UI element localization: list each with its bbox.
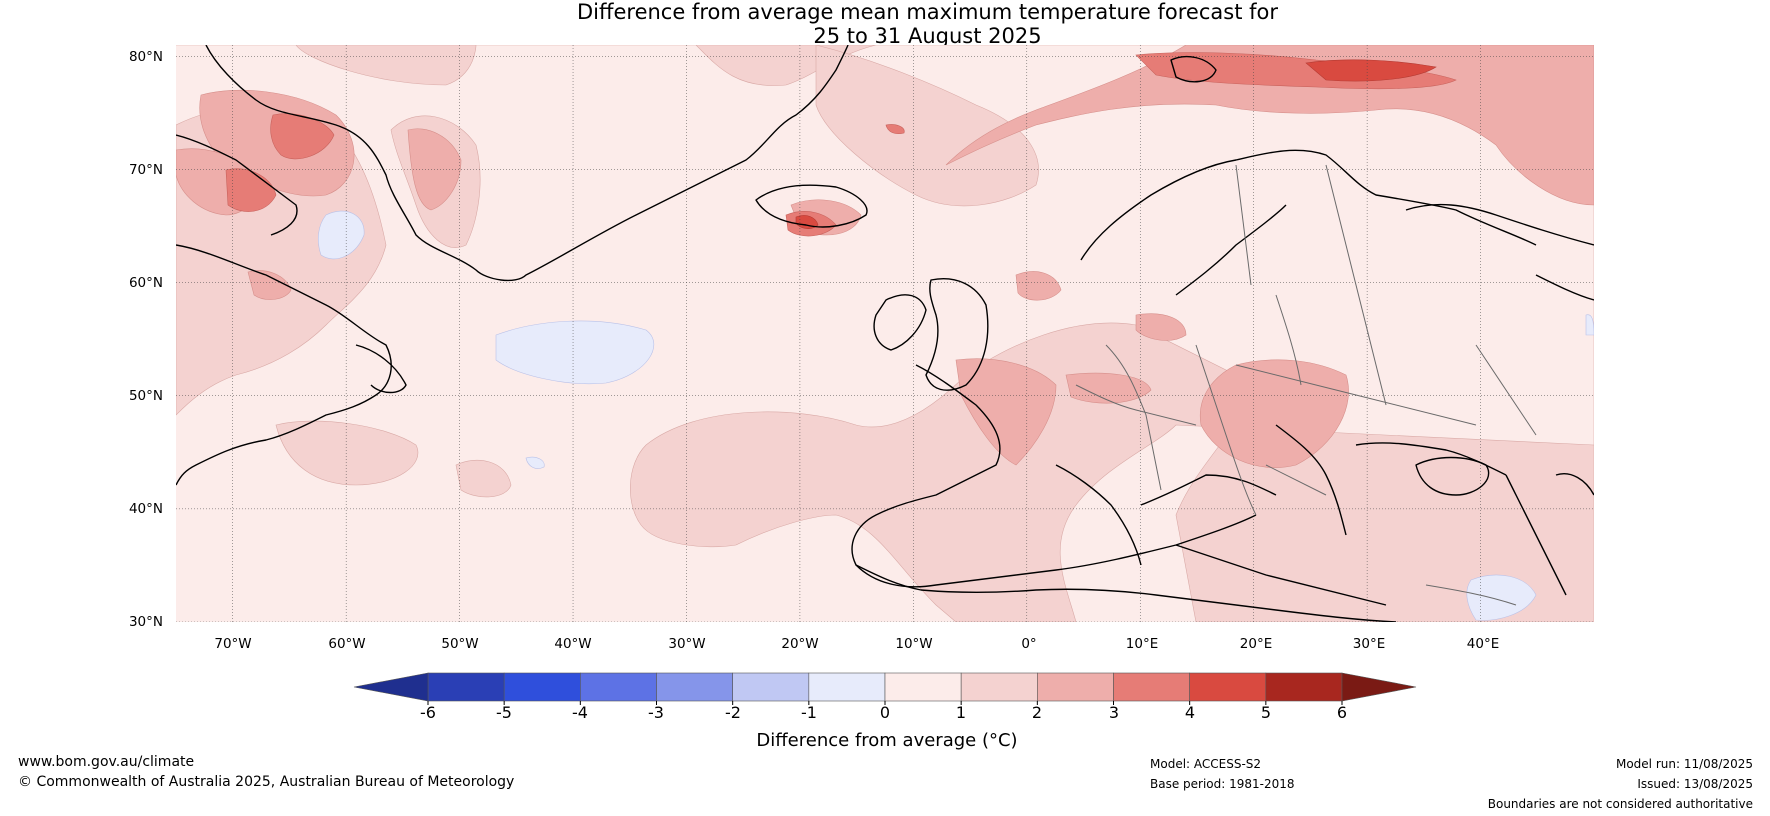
colorbar-bin	[1113, 672, 1190, 702]
colorbar-bin	[656, 672, 733, 702]
cb-tick-3: 3	[1108, 703, 1120, 722]
colorbar-bin	[1037, 672, 1114, 702]
colorbar-bin	[580, 672, 657, 702]
cb-tick-2: 2	[1031, 703, 1043, 722]
title-line-1: Difference from average mean maximum tem…	[577, 0, 1278, 24]
lon-label-10e: 10°E	[1125, 636, 1159, 652]
title-line-2: 25 to 31 August 2025	[813, 24, 1042, 48]
colorbar-over-arrow	[1341, 672, 1417, 702]
footer-model-run: Model run: 11/08/2025	[1615, 757, 1753, 771]
footer-base-period: Base period: 1981-2018	[1150, 777, 1295, 791]
lat-label-30n: 30°N	[128, 614, 163, 630]
lat-label-80n: 80°N	[128, 49, 163, 65]
lat-label-70n: 70°N	[128, 162, 163, 178]
colorbar-bin	[884, 672, 962, 702]
cb-tick-1: 1	[955, 703, 967, 722]
country-borders	[1075, 164, 1537, 606]
colorbar-label: Difference from average (°C)	[0, 730, 1770, 751]
lon-label-60w: 60°W	[328, 636, 366, 652]
lon-label-20w: 20°W	[781, 636, 819, 652]
footer-disclaimer: Boundaries are not considered authoritat…	[1487, 797, 1753, 811]
lat-label-50n: 50°N	[128, 388, 163, 404]
lon-label-0: 0°	[1021, 636, 1037, 652]
lon-label-30e: 30°E	[1352, 636, 1386, 652]
footer-website: www.bom.gov.au/climate	[18, 754, 195, 770]
cb-tick-minus-5: -5	[496, 703, 512, 722]
lon-label-70w: 70°W	[214, 636, 252, 652]
lon-label-30w: 30°W	[668, 636, 706, 652]
colorbar-bin	[1265, 672, 1343, 702]
colorbar-bin	[808, 672, 886, 702]
lat-label-60n: 60°N	[128, 275, 163, 291]
cb-tick-6: 6	[1336, 703, 1348, 722]
cb-tick-minus-4: -4	[572, 703, 588, 722]
cb-tick-minus-6: -6	[420, 703, 436, 722]
graticule-lines	[176, 45, 1594, 622]
lon-label-40e: 40°E	[1466, 636, 1500, 652]
footer-copyright: © Commonwealth of Australia 2025, Austra…	[18, 774, 515, 790]
cb-tick-minus-2: -2	[725, 703, 741, 722]
cb-tick-minus-3: -3	[648, 703, 664, 722]
colorbar-bin	[427, 672, 505, 702]
colorbar-bin	[960, 672, 1038, 702]
lat-label-40n: 40°N	[128, 501, 163, 517]
footer-model: Model: ACCESS-S2	[1150, 757, 1262, 771]
lon-label-40w: 40°W	[554, 636, 592, 652]
cb-tick-5: 5	[1260, 703, 1272, 722]
cb-tick-4: 4	[1184, 703, 1196, 722]
colorbar-bin	[732, 672, 810, 702]
lon-label-20e: 20°E	[1239, 636, 1273, 652]
colorbar-bin	[503, 672, 581, 702]
colorbar-label-text: Difference from average (°C)	[756, 730, 1018, 751]
anomaly-layer-neg	[317, 210, 1594, 621]
cb-tick-0: 0	[879, 703, 891, 722]
footer-issued: Issued: 13/08/2025	[1637, 777, 1753, 791]
lon-label-50w: 50°W	[441, 636, 479, 652]
colorbar-bin	[1189, 672, 1267, 702]
anomaly-layer-4-5	[795, 59, 1437, 229]
forecast-map	[176, 45, 1594, 622]
lon-label-10w: 10°W	[895, 636, 933, 652]
map-canvas	[176, 45, 1594, 622]
chart-title: Difference from average mean maximum tem…	[0, 0, 1770, 48]
cb-tick-minus-1: -1	[801, 703, 817, 722]
coastlines	[176, 45, 1594, 622]
colorbar-under-arrow	[353, 672, 429, 702]
